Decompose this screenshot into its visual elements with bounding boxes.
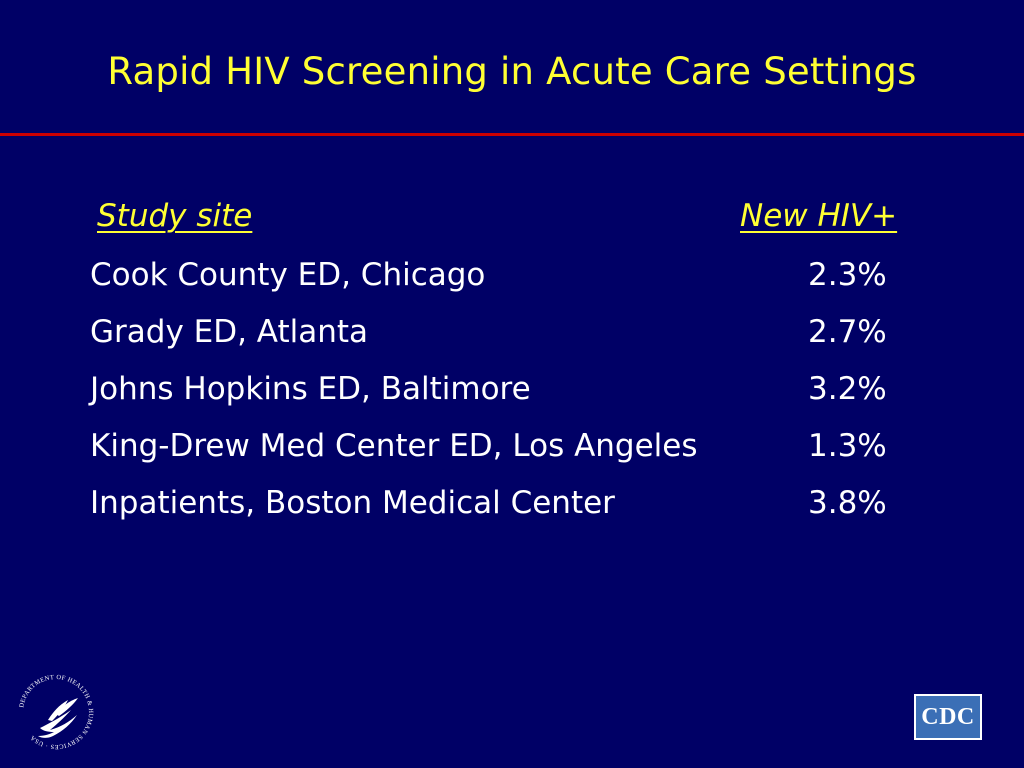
title-divider <box>0 133 1024 136</box>
new-hiv-value-cell: 2.3% <box>808 257 887 293</box>
table-row: Inpatients, Boston Medical Center 3.8% <box>90 485 910 542</box>
study-site-cell: Inpatients, Boston Medical Center <box>90 485 615 521</box>
new-hiv-value-cell: 1.3% <box>808 428 887 464</box>
cdc-logo-icon: CDC <box>914 694 982 740</box>
study-site-cell: Grady ED, Atlanta <box>90 314 369 350</box>
study-site-cell: Cook County ED, Chicago <box>90 257 486 293</box>
new-hiv-value-cell: 2.7% <box>808 314 887 350</box>
hhs-seal-icon: DEPARTMENT OF HEALTH & HUMAN SERVICES · … <box>14 670 98 754</box>
study-site-header: Study site <box>97 198 253 234</box>
results-table: Cook County ED, Chicago 2.3% Grady ED, A… <box>90 257 910 542</box>
table-row: Johns Hopkins ED, Baltimore 3.2% <box>90 371 910 428</box>
table-row: Cook County ED, Chicago 2.3% <box>90 257 910 314</box>
new-hiv-value-cell: 3.2% <box>808 371 887 407</box>
new-hiv-header: New HIV+ <box>740 198 898 234</box>
slide-title: Rapid HIV Screening in Acute Care Settin… <box>107 50 917 93</box>
study-site-cell: Johns Hopkins ED, Baltimore <box>90 371 531 407</box>
table-row: King-Drew Med Center ED, Los Angeles 1.3… <box>90 428 910 485</box>
study-site-cell: King-Drew Med Center ED, Los Angeles <box>90 428 698 464</box>
new-hiv-value-cell: 3.8% <box>808 485 887 521</box>
table-row: Grady ED, Atlanta 2.7% <box>90 314 910 371</box>
